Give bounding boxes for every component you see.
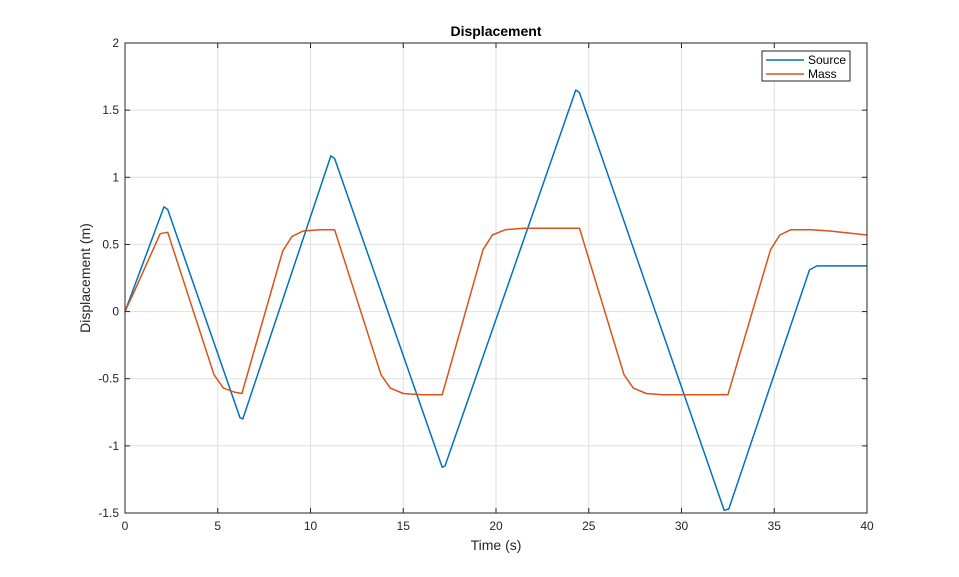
x-tick-label: 20 [489, 519, 503, 533]
series-line-mass [124, 227, 868, 396]
y-tick-label: 1 [112, 170, 119, 184]
x-tick-label: 30 [675, 519, 689, 533]
y-tick-label: -1 [108, 439, 119, 453]
legend-box [761, 50, 851, 82]
y-tick-label: -1.5 [98, 506, 119, 520]
chart-title: Displacement [450, 23, 541, 39]
series-layer [124, 89, 868, 512]
series-line-source [124, 89, 867, 512]
legend: Source Mass [761, 50, 851, 82]
x-tick-label: 15 [397, 519, 411, 533]
y-tick-label: 0 [112, 305, 119, 319]
x-tick-label: 40 [860, 519, 874, 533]
legend-label-source: Source [808, 53, 846, 67]
ticks: 0 5 10 15 20 25 30 35 40 -1.5 -1 -0.5 0 0.5 1 1.5 2 [98, 36, 874, 533]
x-tick-label: 25 [582, 519, 596, 533]
y-tick-label: 2 [112, 36, 119, 50]
legend-label-mass: Mass [808, 67, 837, 81]
y-tick-label: 0.5 [102, 237, 119, 251]
grid [125, 43, 867, 513]
y-axis-title: Displacement (m) [77, 223, 93, 333]
y-tick-label: 1.5 [102, 103, 119, 117]
y-tick-label: -0.5 [98, 372, 119, 386]
x-axis-title: Time (s) [471, 537, 522, 553]
x-tick-label: 10 [304, 519, 318, 533]
x-tick-label: 0 [122, 519, 129, 533]
x-tick-label: 35 [768, 519, 782, 533]
x-tick-label: 5 [214, 519, 221, 533]
